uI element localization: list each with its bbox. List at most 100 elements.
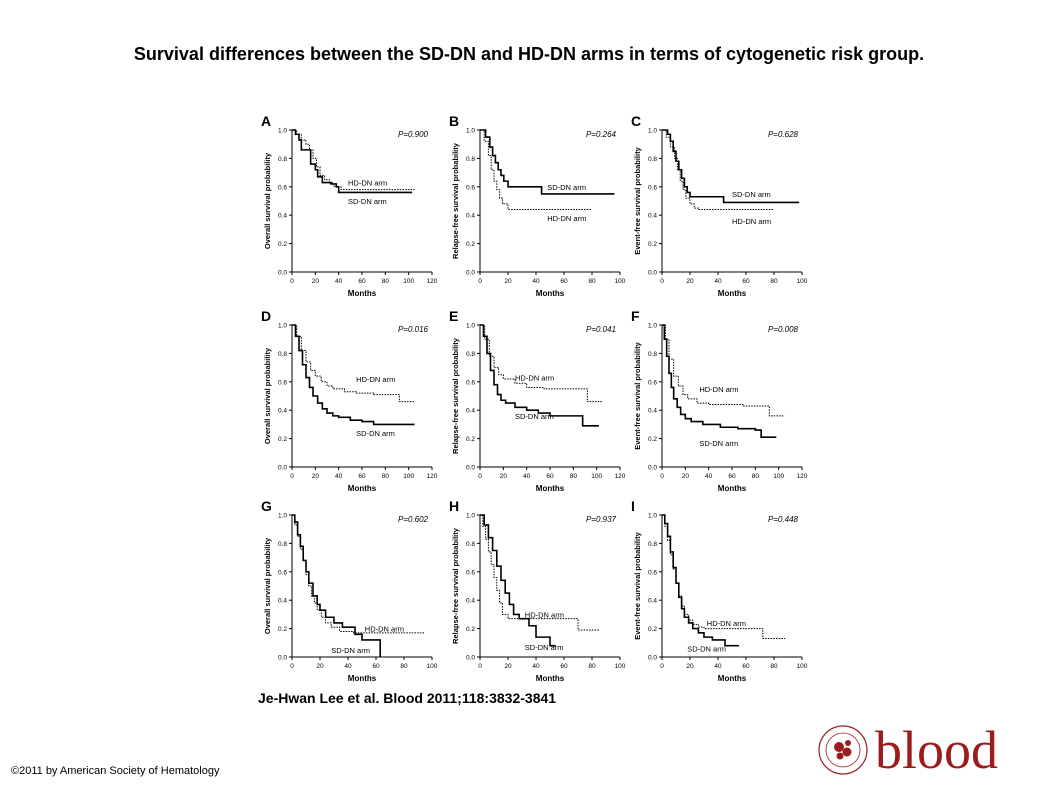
x-tick-label: 100 <box>591 473 602 480</box>
y-tick-label: 0.6 <box>278 379 287 386</box>
x-tick-label: 80 <box>588 663 596 670</box>
x-tick-label: 0 <box>660 473 664 480</box>
sd-dn-curve <box>292 324 415 426</box>
x-tick-label: 100 <box>427 663 438 670</box>
logo-wordmark: blood <box>875 720 998 780</box>
x-tick-label: 0 <box>478 663 482 670</box>
series-label: HD-DN arm <box>348 179 387 188</box>
y-tick-label: 0.2 <box>278 241 287 248</box>
x-tick-label: 60 <box>560 278 568 285</box>
y-tick-label: 0.0 <box>648 655 657 662</box>
x-tick-label: 40 <box>335 473 343 480</box>
figure-title: Survival differences between the SD-DN a… <box>133 44 925 64</box>
y-tick-label: 0.4 <box>648 598 657 605</box>
sd-dn-curve <box>480 129 615 195</box>
x-tick-label: 0 <box>660 278 664 285</box>
x-tick-label: 80 <box>770 278 778 285</box>
series-label: HD-DN arm <box>356 375 395 384</box>
y-tick-label: 0.2 <box>648 436 657 443</box>
series-label: SD-DN arm <box>348 197 387 206</box>
y-tick-label: 0.6 <box>278 569 287 576</box>
y-axis-label: Relapse-free survival probability <box>451 142 460 259</box>
x-tick-label: 0 <box>290 473 294 480</box>
x-tick-label: 20 <box>686 663 694 670</box>
y-axis-label: Overall survival probability <box>263 152 272 249</box>
y-tick-label: 0.8 <box>278 351 287 358</box>
series-label: HD-DN arm <box>547 214 586 223</box>
series-label: SD-DN arm <box>687 644 726 653</box>
p-value: P=0.937 <box>586 515 617 524</box>
x-tick-label: 40 <box>532 663 540 670</box>
x-tick-label: 20 <box>312 278 320 285</box>
p-value: P=0.448 <box>768 515 799 524</box>
x-tick-label: 120 <box>615 473 626 480</box>
sd-dn-curve <box>662 129 800 204</box>
series-label: HD-DN arm <box>525 610 564 619</box>
y-tick-label: 0.0 <box>278 465 287 472</box>
p-value: P=0.041 <box>586 325 616 334</box>
y-axis-label: Event-free survival probability <box>633 531 642 639</box>
x-axis-label: Months <box>536 484 565 493</box>
x-tick-label: 0 <box>478 278 482 285</box>
x-tick-label: 40 <box>705 473 713 480</box>
series-label: HD-DN arm <box>515 374 554 383</box>
y-tick-label: 0.8 <box>278 541 287 548</box>
x-tick-label: 20 <box>504 663 512 670</box>
panel-f: F P=0.008 0.0 0.2 0.4 0.6 0.8 1.0 0 20 40 60 80 100 12… <box>631 308 808 493</box>
y-axis-label: Overall survival probability <box>263 537 272 634</box>
x-tick-label: 120 <box>427 473 438 480</box>
p-value: P=0.628 <box>768 130 799 139</box>
series-label: SD-DN arm <box>699 439 738 448</box>
hd-dn-curve <box>662 129 774 211</box>
series-label: HD-DN arm <box>732 217 771 226</box>
ash-seal-icon <box>818 725 868 775</box>
y-tick-label: 0.8 <box>648 541 657 548</box>
panel-letter: C <box>631 113 641 129</box>
sd-dn-curve <box>480 324 599 427</box>
x-tick-label: 120 <box>797 473 808 480</box>
x-axis-label: Months <box>348 674 377 683</box>
x-tick-label: 0 <box>478 473 482 480</box>
y-axis-label: Event-free survival probability <box>633 341 642 449</box>
hd-dn-curve <box>292 129 415 191</box>
x-tick-label: 100 <box>403 473 414 480</box>
series-label: SD-DN arm <box>525 643 564 652</box>
y-axis-label: Overall survival probability <box>263 347 272 444</box>
y-tick-label: 0.0 <box>648 465 657 472</box>
x-tick-label: 20 <box>316 663 324 670</box>
y-tick-label: 0.4 <box>466 598 475 605</box>
x-tick-label: 20 <box>312 473 320 480</box>
y-tick-label: 0.4 <box>278 408 287 415</box>
y-tick-label: 0.8 <box>278 156 287 163</box>
x-tick-label: 20 <box>686 278 694 285</box>
hd-dn-curve <box>662 324 785 417</box>
x-tick-label: 60 <box>560 663 568 670</box>
x-tick-label: 100 <box>403 278 414 285</box>
y-tick-label: 0.2 <box>278 436 287 443</box>
hd-dn-curve <box>480 514 599 631</box>
x-axis-label: Months <box>348 289 377 298</box>
y-tick-label: 0.2 <box>648 241 657 248</box>
y-tick-label: 0.2 <box>466 626 475 633</box>
series-label: SD-DN arm <box>515 412 554 421</box>
x-tick-label: 80 <box>570 473 578 480</box>
p-value: P=0.016 <box>398 325 429 334</box>
x-tick-label: 60 <box>742 278 750 285</box>
y-tick-label: 0.2 <box>278 626 287 633</box>
y-tick-label: 0.6 <box>648 379 657 386</box>
y-tick-label: 1.0 <box>648 128 657 135</box>
x-tick-label: 80 <box>400 663 408 670</box>
panel-letter: G <box>261 498 272 514</box>
p-value: P=0.008 <box>768 325 799 334</box>
panel-letter: D <box>261 308 271 324</box>
panel-letter: B <box>449 113 459 129</box>
survival-panels-figure: A P=0.900 0.0 0.2 0.4 0.6 0.8 1.0 0 20 40 60 80 100 12… <box>261 113 808 683</box>
panel-e: E P=0.041 0.0 0.2 0.4 0.6 0.8 1.0 0 20 40 60 80 100 12… <box>449 308 626 493</box>
hd-dn-curve <box>292 514 425 634</box>
panel-d: D P=0.016 0.0 0.2 0.4 0.6 0.8 1.0 0 20 40 60 80 100 12… <box>261 308 438 493</box>
series-label: SD-DN arm <box>547 183 586 192</box>
y-tick-label: 0.4 <box>466 213 475 220</box>
x-tick-label: 100 <box>615 663 626 670</box>
panel-c: C P=0.628 0.0 0.2 0.4 0.6 0.8 1.0 0 20 40 60 80 100 Mo… <box>631 113 808 298</box>
y-tick-label: 1.0 <box>648 323 657 330</box>
